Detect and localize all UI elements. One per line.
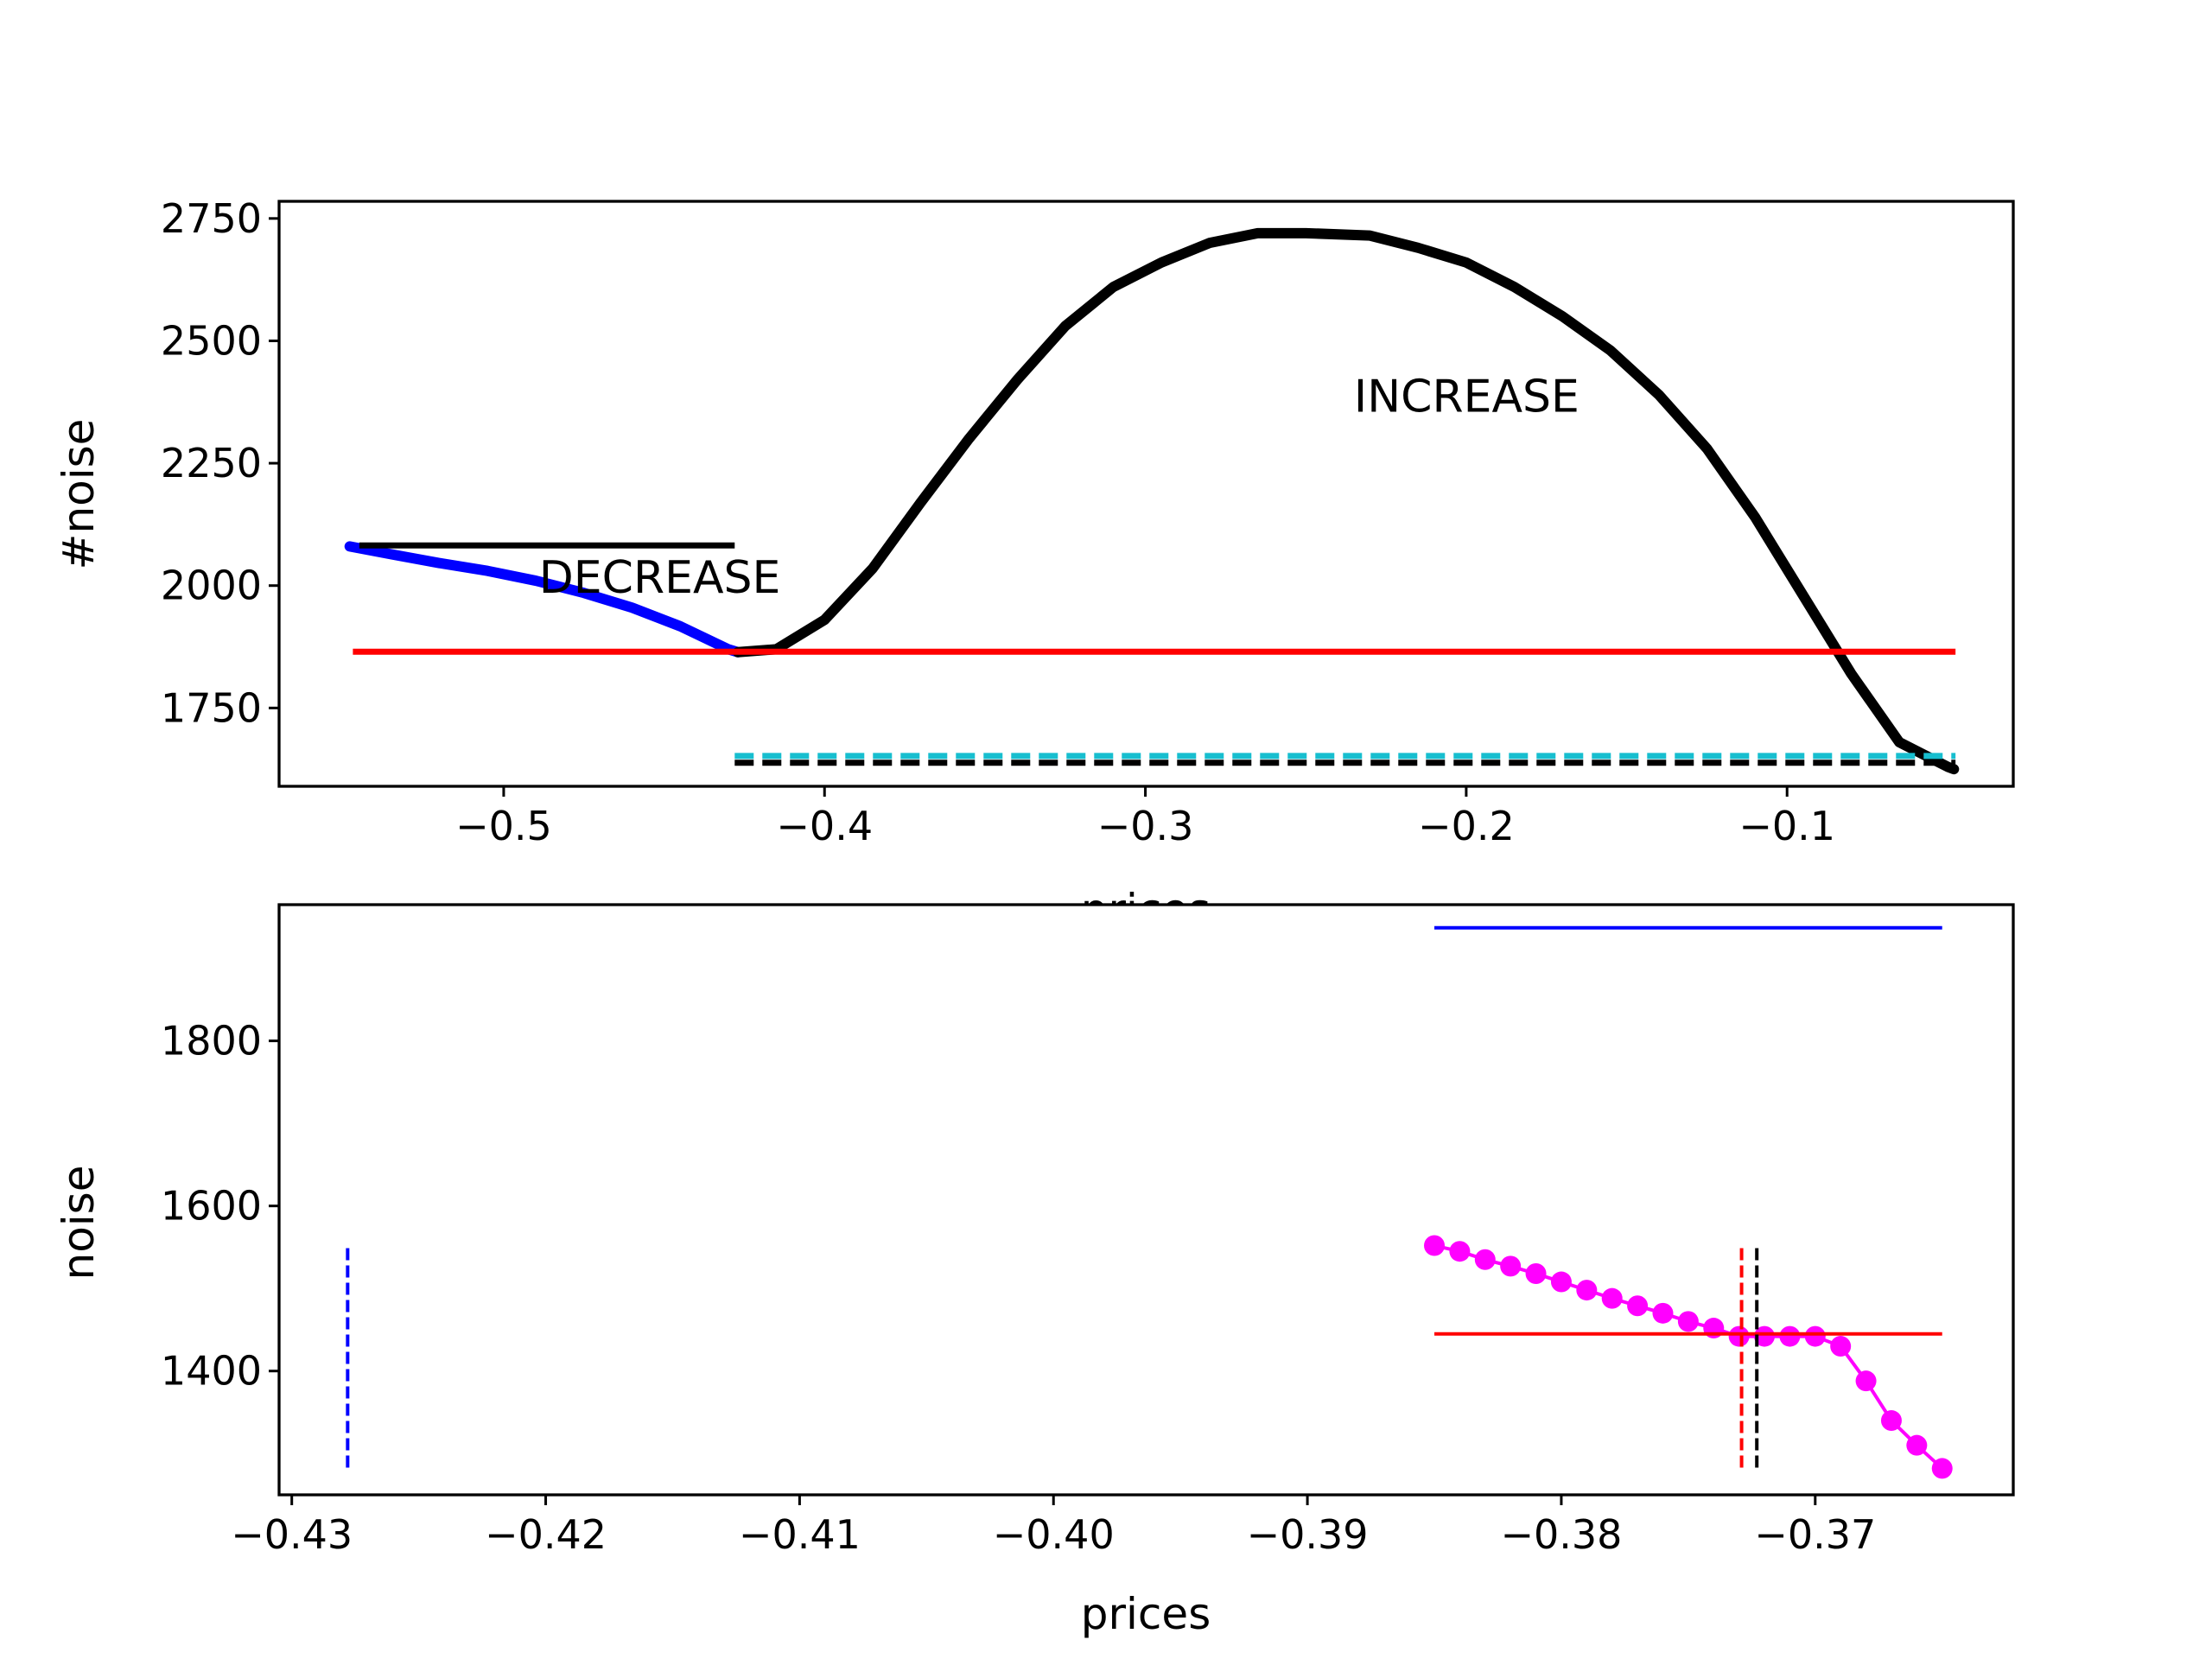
bottom-axes-background [279, 905, 2013, 1495]
top-y-tick-label: 2750 [161, 195, 262, 242]
bottom-y-tick-label: 1600 [161, 1183, 262, 1230]
top-x-tick-label: −0.5 [455, 803, 552, 849]
bottom-y-axis-label: noise [54, 1166, 104, 1281]
bottom-series-0-point [1474, 1249, 1496, 1270]
top-annotation-decrease: DECREASE [539, 552, 781, 604]
bottom-series-0-point [1449, 1241, 1471, 1262]
top-y-tick-label: 1750 [161, 684, 262, 731]
bottom-series-0-point [1525, 1262, 1547, 1284]
bottom-series-0-point [1804, 1325, 1826, 1347]
top-y-tick-label: 2250 [161, 440, 262, 486]
bottom-plot-marks [346, 925, 1953, 1479]
bottom-series-0-point [1830, 1336, 1852, 1357]
top-series-0-line [344, 541, 743, 658]
bottom-plot-frame [277, 903, 2015, 1497]
bottom-series-0-point [1728, 1325, 1750, 1347]
bottom-x-tick-label: −0.43 [231, 1511, 353, 1558]
bottom-y-tick-label: 1400 [161, 1348, 262, 1395]
top-annotation-increase: INCREASE [1354, 372, 1580, 423]
bottom-series-0-point [1880, 1410, 1902, 1432]
top-annotations: DECREASE INCREASE [539, 372, 1580, 605]
bottom-series-0-point [1424, 1235, 1446, 1256]
bottom-series-0-point [1652, 1302, 1674, 1324]
top-plot-marks [344, 227, 1960, 775]
bottom-x-tick-label: −0.39 [1247, 1511, 1369, 1558]
top-series-1-line [732, 227, 1960, 775]
bottom-series-0-point [1576, 1280, 1598, 1301]
bottom-series-0-point [1906, 1434, 1928, 1456]
bottom-y-tick-label: 1800 [161, 1018, 262, 1065]
top-x-tick-label: −0.2 [1418, 803, 1515, 849]
bottom-x-tick-label: −0.38 [1500, 1511, 1622, 1558]
bottom-x-axis-label: prices [1081, 1589, 1211, 1639]
bottom-series-0-point [1500, 1255, 1522, 1277]
bottom-x-tick-label: −0.37 [1754, 1511, 1876, 1558]
top-subplot: −0.5 −0.4 −0.3 −0.2 −0.1 1750 2000 2250 2500 275… [54, 195, 2015, 935]
bottom-series-0-point [1601, 1287, 1623, 1309]
bottom-series-0-point [1627, 1295, 1649, 1317]
bottom-y-ticks: 1400 1600 1800 [161, 1018, 279, 1395]
bottom-x-ticks: −0.43 −0.42 −0.41 −0.40 −0.39 −0.38 −0.37 [231, 1495, 1876, 1558]
bottom-subplot: −0.43 −0.42 −0.41 −0.40 −0.39 −0.38 −0.37 1400… [54, 903, 2015, 1639]
top-y-tick-label: 2500 [161, 317, 262, 364]
bottom-series-0-point [1754, 1325, 1776, 1347]
top-x-tick-label: −0.4 [776, 803, 873, 849]
bottom-x-tick-label: −0.40 [993, 1511, 1115, 1558]
bottom-series-0-point [1677, 1311, 1699, 1332]
bottom-series-0-point [1855, 1370, 1877, 1392]
bottom-x-tick-label: −0.42 [485, 1511, 607, 1558]
bottom-x-tick-label: −0.41 [739, 1511, 861, 1558]
bottom-series-0-point [1550, 1271, 1572, 1293]
top-y-ticks: 1750 2000 2250 2500 2750 [161, 195, 279, 731]
bottom-series-0-point [1779, 1325, 1801, 1347]
top-x-tick-label: −0.1 [1738, 803, 1835, 849]
top-y-axis-label: #noise [54, 419, 104, 570]
top-x-tick-label: −0.3 [1097, 803, 1194, 849]
top-y-tick-label: 2000 [161, 563, 262, 609]
top-x-ticks: −0.5 −0.4 −0.3 −0.2 −0.1 [455, 786, 1835, 849]
bottom-series-0-point [1931, 1458, 1953, 1479]
